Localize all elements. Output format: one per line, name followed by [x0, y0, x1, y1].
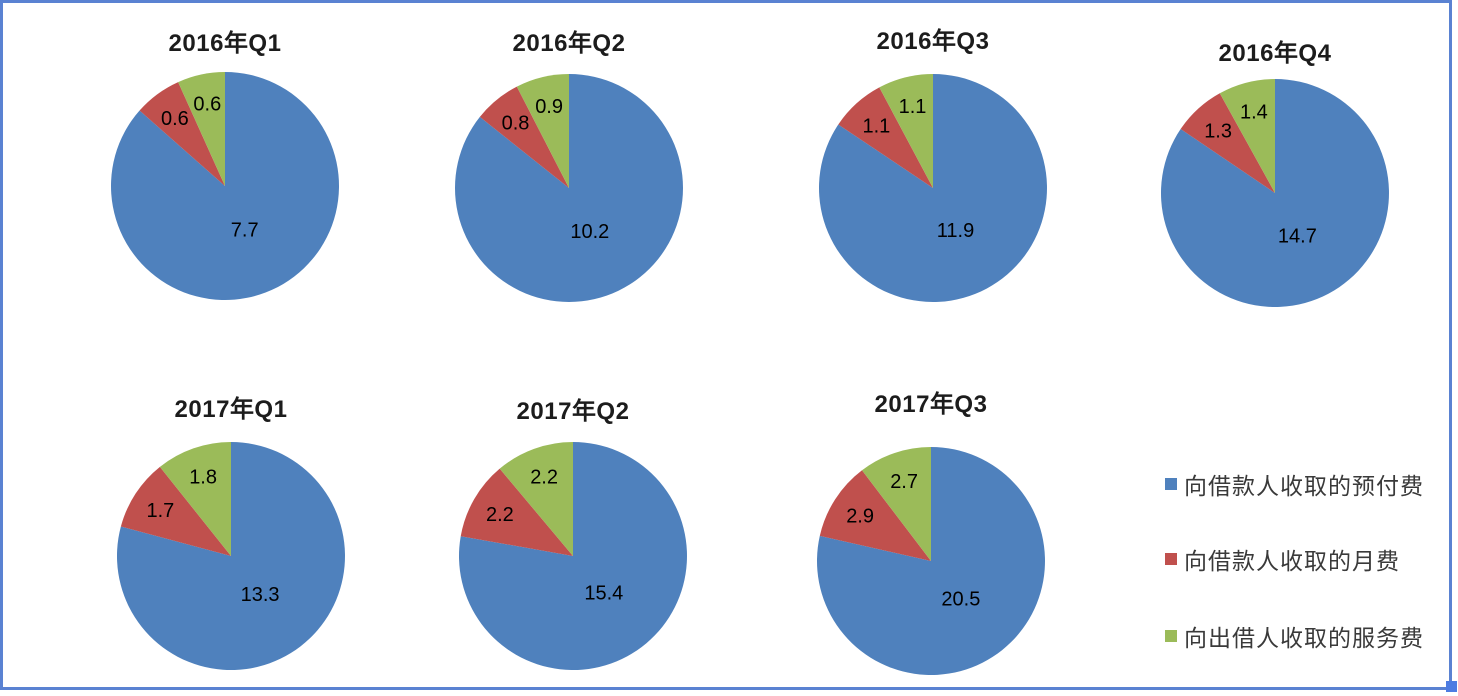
data-label: 2.2: [530, 467, 558, 489]
pie-slice-1[interactable]: [838, 87, 933, 188]
pie-slice-2[interactable]: [879, 74, 933, 188]
data-label: 14.7: [1278, 225, 1317, 247]
legend-swatch-blue-icon: [1165, 478, 1177, 490]
pie-chart-2016q2: 10.2 0.80.9: [454, 74, 683, 302]
data-label: 15.4: [584, 583, 623, 605]
legend-label-service-fee: 向出借人收取的服务费: [1184, 625, 1424, 651]
pie-slice-1[interactable]: [460, 468, 573, 556]
pie-slice-1[interactable]: [120, 466, 231, 556]
data-label: 1.1: [862, 115, 890, 137]
data-label: 2.9: [846, 505, 874, 527]
data-label: 1.3: [1204, 121, 1232, 143]
data-label: 7.7: [231, 220, 259, 242]
pie-chart-2016q1: 7.7 0.60.6: [111, 72, 340, 300]
pie-title-2016q2: 2016年Q2: [512, 30, 626, 57]
data-label: 0.6: [161, 108, 189, 130]
data-label: 20.5: [941, 588, 980, 610]
pie-chart-2017q3: 20.5 2.9 2.7: [816, 447, 1045, 675]
pie-title-2017q1: 2017年Q1: [174, 396, 288, 423]
data-label: 0.6: [193, 94, 221, 116]
pie-title-2017q3: 2017年Q3: [874, 391, 988, 418]
pie-slice-2[interactable]: [499, 442, 573, 556]
pie-chart-2017q2: 15.4 2.2 2.2: [458, 442, 687, 670]
data-label: 0.9: [535, 96, 563, 118]
pie-title-2016q3: 2016年Q3: [876, 28, 990, 55]
data-label: 13.3: [241, 584, 280, 606]
legend-swatch-red-icon: [1165, 553, 1177, 565]
legend-swatch-green-icon: [1165, 630, 1177, 642]
data-label: 10.2: [570, 221, 609, 243]
pie-slice-0[interactable]: [454, 74, 683, 302]
legend-item-service-fee[interactable]: 向出借人收取的服务费: [1165, 619, 1424, 653]
pie-slice-1[interactable]: [139, 82, 225, 186]
pie-slice-0[interactable]: [1160, 79, 1389, 307]
resize-handle[interactable]: [1446, 681, 1457, 692]
data-label: 0.8: [502, 113, 530, 135]
pie-slice-0[interactable]: [816, 447, 1045, 675]
data-label: 2.7: [890, 471, 918, 493]
pie-chart-2016q3: 11.9 1.1 1.1: [818, 74, 1047, 302]
legend-item-monthly-fee[interactable]: 向借款人收取的月费: [1165, 542, 1400, 576]
pie-slice-1[interactable]: [1180, 93, 1275, 193]
legend-item-prepaid-fee[interactable]: 向借款人收取的预付费: [1165, 467, 1424, 501]
legend-label-monthly-fee: 向借款人收取的月费: [1184, 548, 1400, 574]
pie-slice-0[interactable]: [818, 74, 1047, 302]
pie-chart-2016q4: 14.7 1.3 1.4: [1160, 79, 1389, 307]
pie-slice-2[interactable]: [159, 442, 231, 556]
pie-slice-2[interactable]: [1219, 79, 1275, 193]
pie-slice-0[interactable]: [458, 442, 687, 670]
data-label: 2.2: [486, 504, 514, 526]
pie-slice-2[interactable]: [862, 447, 931, 561]
pie-slice-0[interactable]: [111, 72, 340, 300]
data-label: 11.9: [937, 220, 974, 242]
pie-slice-1[interactable]: [819, 470, 931, 561]
pie-chart-2017q1: 13.3 1.7 1.8: [116, 442, 345, 670]
pie-title-2016q1: 2016年Q1: [168, 30, 282, 57]
legend-label-prepaid-fee: 向借款人收取的预付费: [1184, 473, 1424, 499]
data-label: 1.8: [189, 466, 217, 488]
data-label: 1.4: [1240, 101, 1268, 123]
pie-slice-2[interactable]: [178, 72, 225, 186]
pie-slice-0[interactable]: [116, 442, 345, 670]
data-label: 1.7: [146, 500, 174, 522]
pie-slice-2[interactable]: [516, 74, 569, 188]
pie-title-2016q4: 2016年Q4: [1218, 40, 1332, 67]
pie-title-2017q2: 2017年Q2: [516, 398, 630, 425]
data-label: 1.1: [899, 96, 927, 118]
pie-slice-1[interactable]: [479, 86, 569, 188]
